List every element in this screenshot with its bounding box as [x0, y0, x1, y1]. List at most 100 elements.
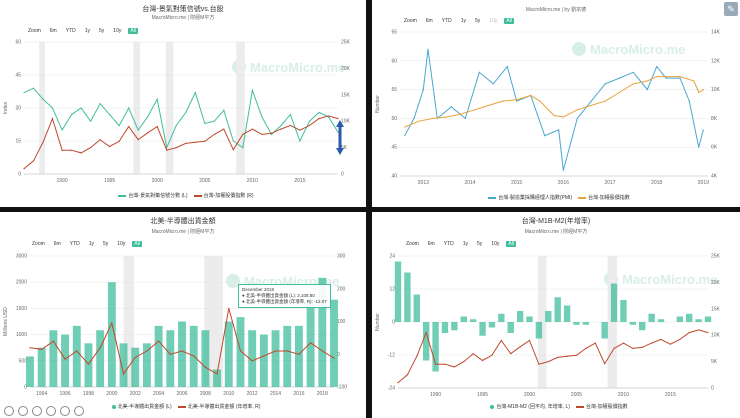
chart-legend[interactable]: 台灣-M1B-M2 (回平均, 年增率, L) 台灣-加權股價指數 — [372, 403, 740, 410]
data-point — [193, 355, 195, 357]
x-tick-label: 1996 — [60, 391, 71, 397]
data-point — [613, 347, 615, 349]
data-point — [418, 120, 420, 122]
zoom-button-ytd[interactable]: YTD — [443, 241, 454, 247]
zoom-button-1y[interactable]: 1y — [84, 28, 91, 34]
data-point — [90, 120, 92, 122]
legend-item[interactable]: 台灣-加權股價指數 — [585, 404, 628, 410]
chart-legend[interactable]: 北美-半導體出貨金額 (L) 北美-半導體出貨金額 (年增率, R) — [0, 403, 366, 410]
y-tick-label-left: -24 — [388, 386, 395, 392]
zoom-button-all[interactable]: All — [128, 28, 138, 34]
chart-legend[interactable]: 台灣-製造業採購經理人指數(PMI) 台灣-加權股價指數 — [372, 194, 740, 201]
zoom-bar: Zoom 6m YTD 1y 5y 10y All — [402, 18, 514, 24]
series-line — [397, 329, 709, 384]
data-point — [397, 382, 399, 384]
zoom-button-1y[interactable]: 1y — [88, 241, 95, 247]
watermark: MacroMicro.me — [590, 42, 686, 57]
bar — [451, 322, 458, 331]
zoom-button-1y[interactable]: 1y — [460, 18, 467, 24]
zoom-button-6m[interactable]: 6m — [53, 241, 61, 247]
y-tick-label-right: -100 — [337, 385, 347, 391]
legend-item[interactable]: 北美-半導體出貨金額 (L) — [117, 404, 172, 410]
legend-item[interactable]: 台灣-加權股價指數 (R) — [203, 193, 254, 199]
data-point — [321, 350, 323, 352]
y-tick-label-right: 4K — [711, 174, 718, 180]
zoom-button-1y[interactable]: 1y — [462, 241, 469, 247]
data-point — [646, 89, 648, 91]
x-tick-label: 2004 — [153, 391, 164, 397]
bar — [676, 316, 684, 322]
bar — [516, 311, 524, 322]
data-point — [109, 145, 111, 148]
zoom-button-10y[interactable]: 10y — [113, 28, 122, 34]
bar — [526, 316, 533, 322]
zoom-button-10y[interactable]: 10y — [489, 18, 498, 24]
bar — [413, 294, 420, 322]
data-point — [289, 124, 292, 127]
bar — [259, 334, 268, 387]
data-point — [688, 331, 690, 334]
zoom-button-6m[interactable]: 6m — [427, 241, 435, 247]
data-point — [698, 329, 700, 331]
zoom-out-icon[interactable] — [18, 406, 28, 416]
data-point — [156, 125, 158, 128]
zoom-button-6m[interactable]: 6m — [425, 18, 433, 24]
data-point — [500, 339, 502, 342]
zoom-button-ytd[interactable]: YTD — [69, 241, 80, 247]
data-point — [310, 342, 312, 344]
zoom-button-all[interactable]: All — [506, 241, 516, 247]
y-tick-label-right: 300 — [337, 254, 346, 260]
y-tick-label-right: 5K — [341, 145, 348, 151]
legend-item[interactable]: 台灣-M1B-M2 (回平均, 年增率, L) — [496, 404, 570, 410]
data-point — [274, 350, 277, 352]
data-point — [406, 374, 408, 376]
edit-pencil-icon[interactable]: ✎ — [724, 2, 738, 16]
zoom-button-5y[interactable]: 5y — [477, 241, 483, 247]
y-tick-label-left: 45 — [15, 73, 21, 79]
zoom-button-10y[interactable]: 10y — [491, 241, 500, 247]
data-point — [590, 104, 592, 107]
y-tick-label-left: -12 — [388, 353, 395, 359]
x-tick-label: 2005 — [571, 392, 582, 398]
watermark-logo-icon — [572, 42, 586, 56]
zoom-button-6m[interactable]: 6m — [49, 28, 57, 34]
data-point — [175, 125, 177, 127]
data-point — [242, 133, 244, 135]
bar — [554, 297, 561, 322]
data-point — [42, 141, 44, 143]
legend-item[interactable]: 台灣-加權股價指數 — [588, 195, 630, 201]
data-point — [404, 126, 406, 128]
zoom-button-5y[interactable]: 5y — [103, 241, 109, 247]
zoom-button-ytd[interactable]: YTD — [65, 28, 76, 34]
chart-legend[interactable]: 台灣-景氣對策信號分數 (L) 台灣-加權股價指數 (R) — [0, 192, 366, 199]
data-point — [481, 359, 484, 362]
data-point — [618, 77, 620, 79]
legend-item[interactable]: 北美-半導體出貨金額 (年增率, R) — [187, 404, 261, 410]
reset-icon[interactable] — [32, 406, 42, 416]
zoom-button-5y[interactable]: 5y — [475, 18, 481, 24]
bar — [469, 319, 477, 322]
zoom-button-all[interactable]: All — [132, 241, 142, 247]
bar — [535, 322, 543, 339]
print-icon[interactable] — [46, 406, 56, 416]
data-point — [232, 140, 234, 142]
y-tick-label-right: 14K — [711, 30, 721, 36]
zoom-button-all[interactable]: All — [504, 18, 514, 24]
data-point — [80, 107, 82, 109]
data-point — [502, 100, 504, 102]
data-point — [194, 92, 196, 94]
zoom-in-icon[interactable] — [4, 406, 14, 416]
download-icon[interactable] — [60, 406, 70, 416]
fullscreen-icon[interactable] — [74, 406, 84, 416]
data-point — [679, 77, 681, 79]
data-point — [416, 355, 418, 357]
legend-item[interactable]: 台灣-製造業採購經理人指數(PMI) — [498, 195, 573, 201]
data-point — [594, 342, 596, 344]
x-tick-label: 2000 — [106, 391, 117, 397]
legend-item[interactable]: 台灣-景氣對策信號分數 (L) — [128, 193, 188, 199]
chart-subtitle: MacroMicro.me | 財經M平方 — [151, 15, 215, 21]
zoom-button-10y[interactable]: 10y — [117, 241, 126, 247]
bar — [704, 316, 712, 322]
zoom-button-ytd[interactable]: YTD — [441, 18, 452, 24]
zoom-button-5y[interactable]: 5y — [99, 28, 105, 34]
